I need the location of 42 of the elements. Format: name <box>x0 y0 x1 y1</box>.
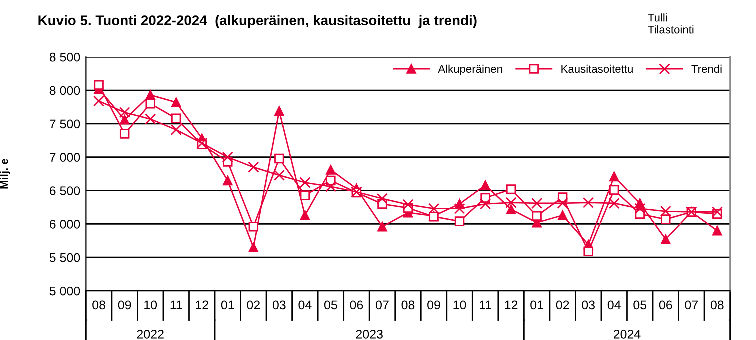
x-tick-label: 05 <box>634 300 647 310</box>
x-tick-label: 06 <box>350 300 364 310</box>
text: Tulli Tilastointi <box>648 14 694 34</box>
text: 2022 <box>137 330 164 339</box>
y-tick-label: 7 000 <box>50 153 80 162</box>
x-tick-label: 07 <box>376 300 389 310</box>
x-tick-label: 03 <box>272 300 286 310</box>
x-tick-label: 08 <box>92 300 106 310</box>
x-tick-label: 10 <box>454 300 466 310</box>
x-tick-label: 11 <box>480 300 492 310</box>
x-tick-label: 06 <box>659 300 672 310</box>
x-tick-label: 12 <box>505 300 518 310</box>
y-tick-label: 6 500 <box>50 186 80 196</box>
x-tick-label: 09 <box>118 300 132 310</box>
y-tick-label: 5 000 <box>50 286 80 296</box>
y-axis-title: Milj. e <box>0 159 10 189</box>
x-tick-label: 01 <box>221 300 234 310</box>
text: 2023 <box>356 330 383 339</box>
legend-label: Trendi <box>692 64 722 74</box>
x-tick-label: 02 <box>247 300 260 310</box>
text: 2024 <box>614 330 641 339</box>
x-tick-label: 09 <box>428 300 440 310</box>
x-tick-label: 05 <box>324 300 338 310</box>
x-tick-label: 12 <box>196 300 208 310</box>
y-tick-label: 8 000 <box>50 86 80 96</box>
y-tick-label: 6 000 <box>50 220 80 229</box>
x-tick-label: 01 <box>530 300 544 310</box>
legend-label: Kausitasoitettu <box>562 64 633 74</box>
legend-label: Alkuperäinen <box>438 64 502 76</box>
chart-title: Kuvio 5. Tuonti 2022-2024 (alkuperäinen, kausitasoitettu ja trendi) <box>38 15 477 28</box>
y-tick-label: 8 500 <box>50 52 80 62</box>
x-tick-label: 02 <box>556 300 570 310</box>
x-tick-label: 03 <box>582 300 595 310</box>
x-tick-label: 08 <box>402 300 415 310</box>
x-tick-label: 04 <box>608 300 621 310</box>
x-tick-label: 07 <box>685 300 698 310</box>
x-tick-label: 08 <box>710 300 724 310</box>
x-tick-label: 11 <box>170 300 182 310</box>
x-tick-label: 10 <box>144 300 158 310</box>
y-tick-label: 5 500 <box>50 253 80 262</box>
y-tick-label: 7 500 <box>50 120 80 129</box>
x-tick-label: 04 <box>298 300 312 310</box>
